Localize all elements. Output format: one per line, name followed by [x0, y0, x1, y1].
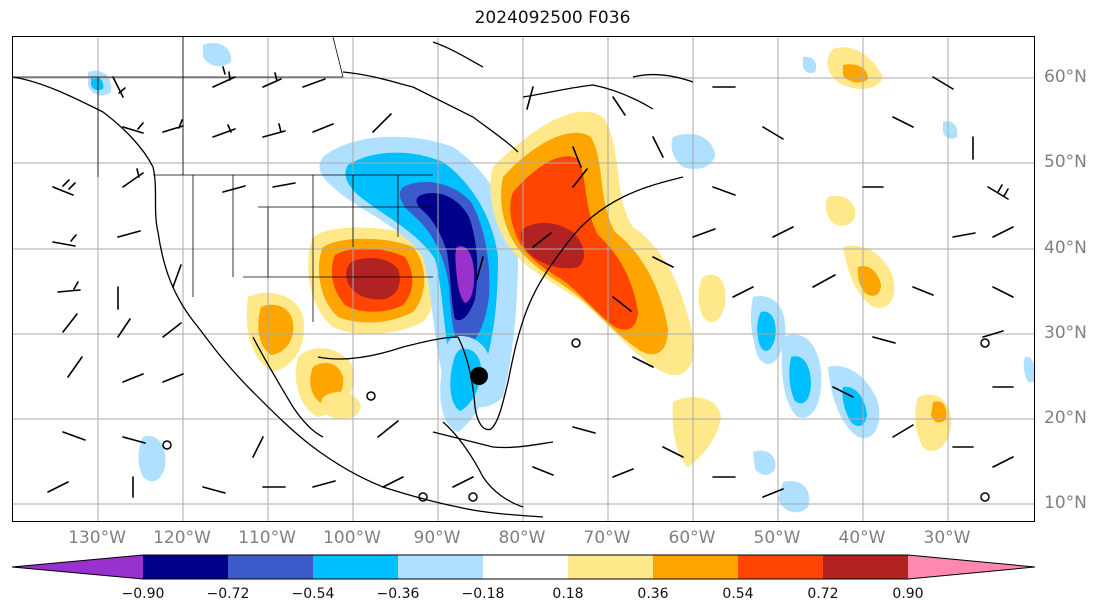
lon-label: 130°W: [68, 528, 126, 548]
colorbar-tick-label: 0.18: [552, 586, 584, 602]
graticule: [13, 37, 1034, 521]
lat-label: 20°N: [1044, 408, 1087, 428]
lon-label: 70°W: [583, 528, 631, 548]
colorbar-segment: [653, 555, 738, 579]
lon-label: 50°W: [753, 528, 801, 548]
colorbar-tick-label: 0.90: [892, 586, 924, 602]
station-markers: [162, 338, 990, 502]
colorbar-tick-label: −0.90: [121, 586, 165, 602]
lon-label: 30°W: [923, 528, 971, 548]
lon-label: 80°W: [498, 528, 546, 548]
colorbar-segment: [313, 555, 398, 579]
colorbar-tick-label: −0.18: [461, 586, 505, 602]
colorbar-segment: [12, 555, 143, 579]
shaded-anomaly-field: [88, 42, 1034, 513]
map-canvas: [13, 37, 1034, 521]
lat-label: 60°N: [1044, 67, 1087, 87]
lat-label: 40°N: [1044, 238, 1087, 258]
colorbar-tick-label: −0.54: [291, 586, 335, 602]
lat-label: 10°N: [1044, 493, 1087, 513]
colorbar-segment: [568, 555, 653, 579]
colorbar: [12, 554, 1035, 580]
lon-label: 110°W: [238, 528, 296, 548]
colorbar-segment: [483, 555, 568, 579]
colorbar-tick-label: −0.36: [376, 586, 420, 602]
colorbar-segment: [143, 555, 228, 579]
storm-center-marker: [470, 367, 488, 385]
colorbar-tick-label: −0.72: [206, 586, 250, 602]
colorbar-tick-label: 0.54: [722, 586, 754, 602]
weather-map[interactable]: [12, 36, 1035, 522]
colorbar-tick-label: 0.36: [637, 586, 669, 602]
lon-label: 120°W: [153, 528, 211, 548]
colorbar-segment: [738, 555, 823, 579]
colorbar-segment: [228, 555, 313, 579]
lon-label: 100°W: [323, 528, 381, 548]
state-borders: [13, 37, 433, 322]
colorbar-tick-label: 0.72: [807, 586, 839, 602]
lon-label: 60°W: [668, 528, 716, 548]
lon-label: 40°W: [838, 528, 886, 548]
lat-label: 30°N: [1044, 323, 1087, 343]
colorbar-segment: [398, 555, 483, 579]
colorbar-segment: [908, 555, 1035, 579]
map-title: 2024092500 F036: [474, 8, 631, 28]
lon-label: 90°W: [413, 528, 461, 548]
wind-barbs: [47, 66, 1014, 498]
colorbar-segment: [823, 555, 908, 579]
lat-label: 50°N: [1044, 152, 1087, 172]
